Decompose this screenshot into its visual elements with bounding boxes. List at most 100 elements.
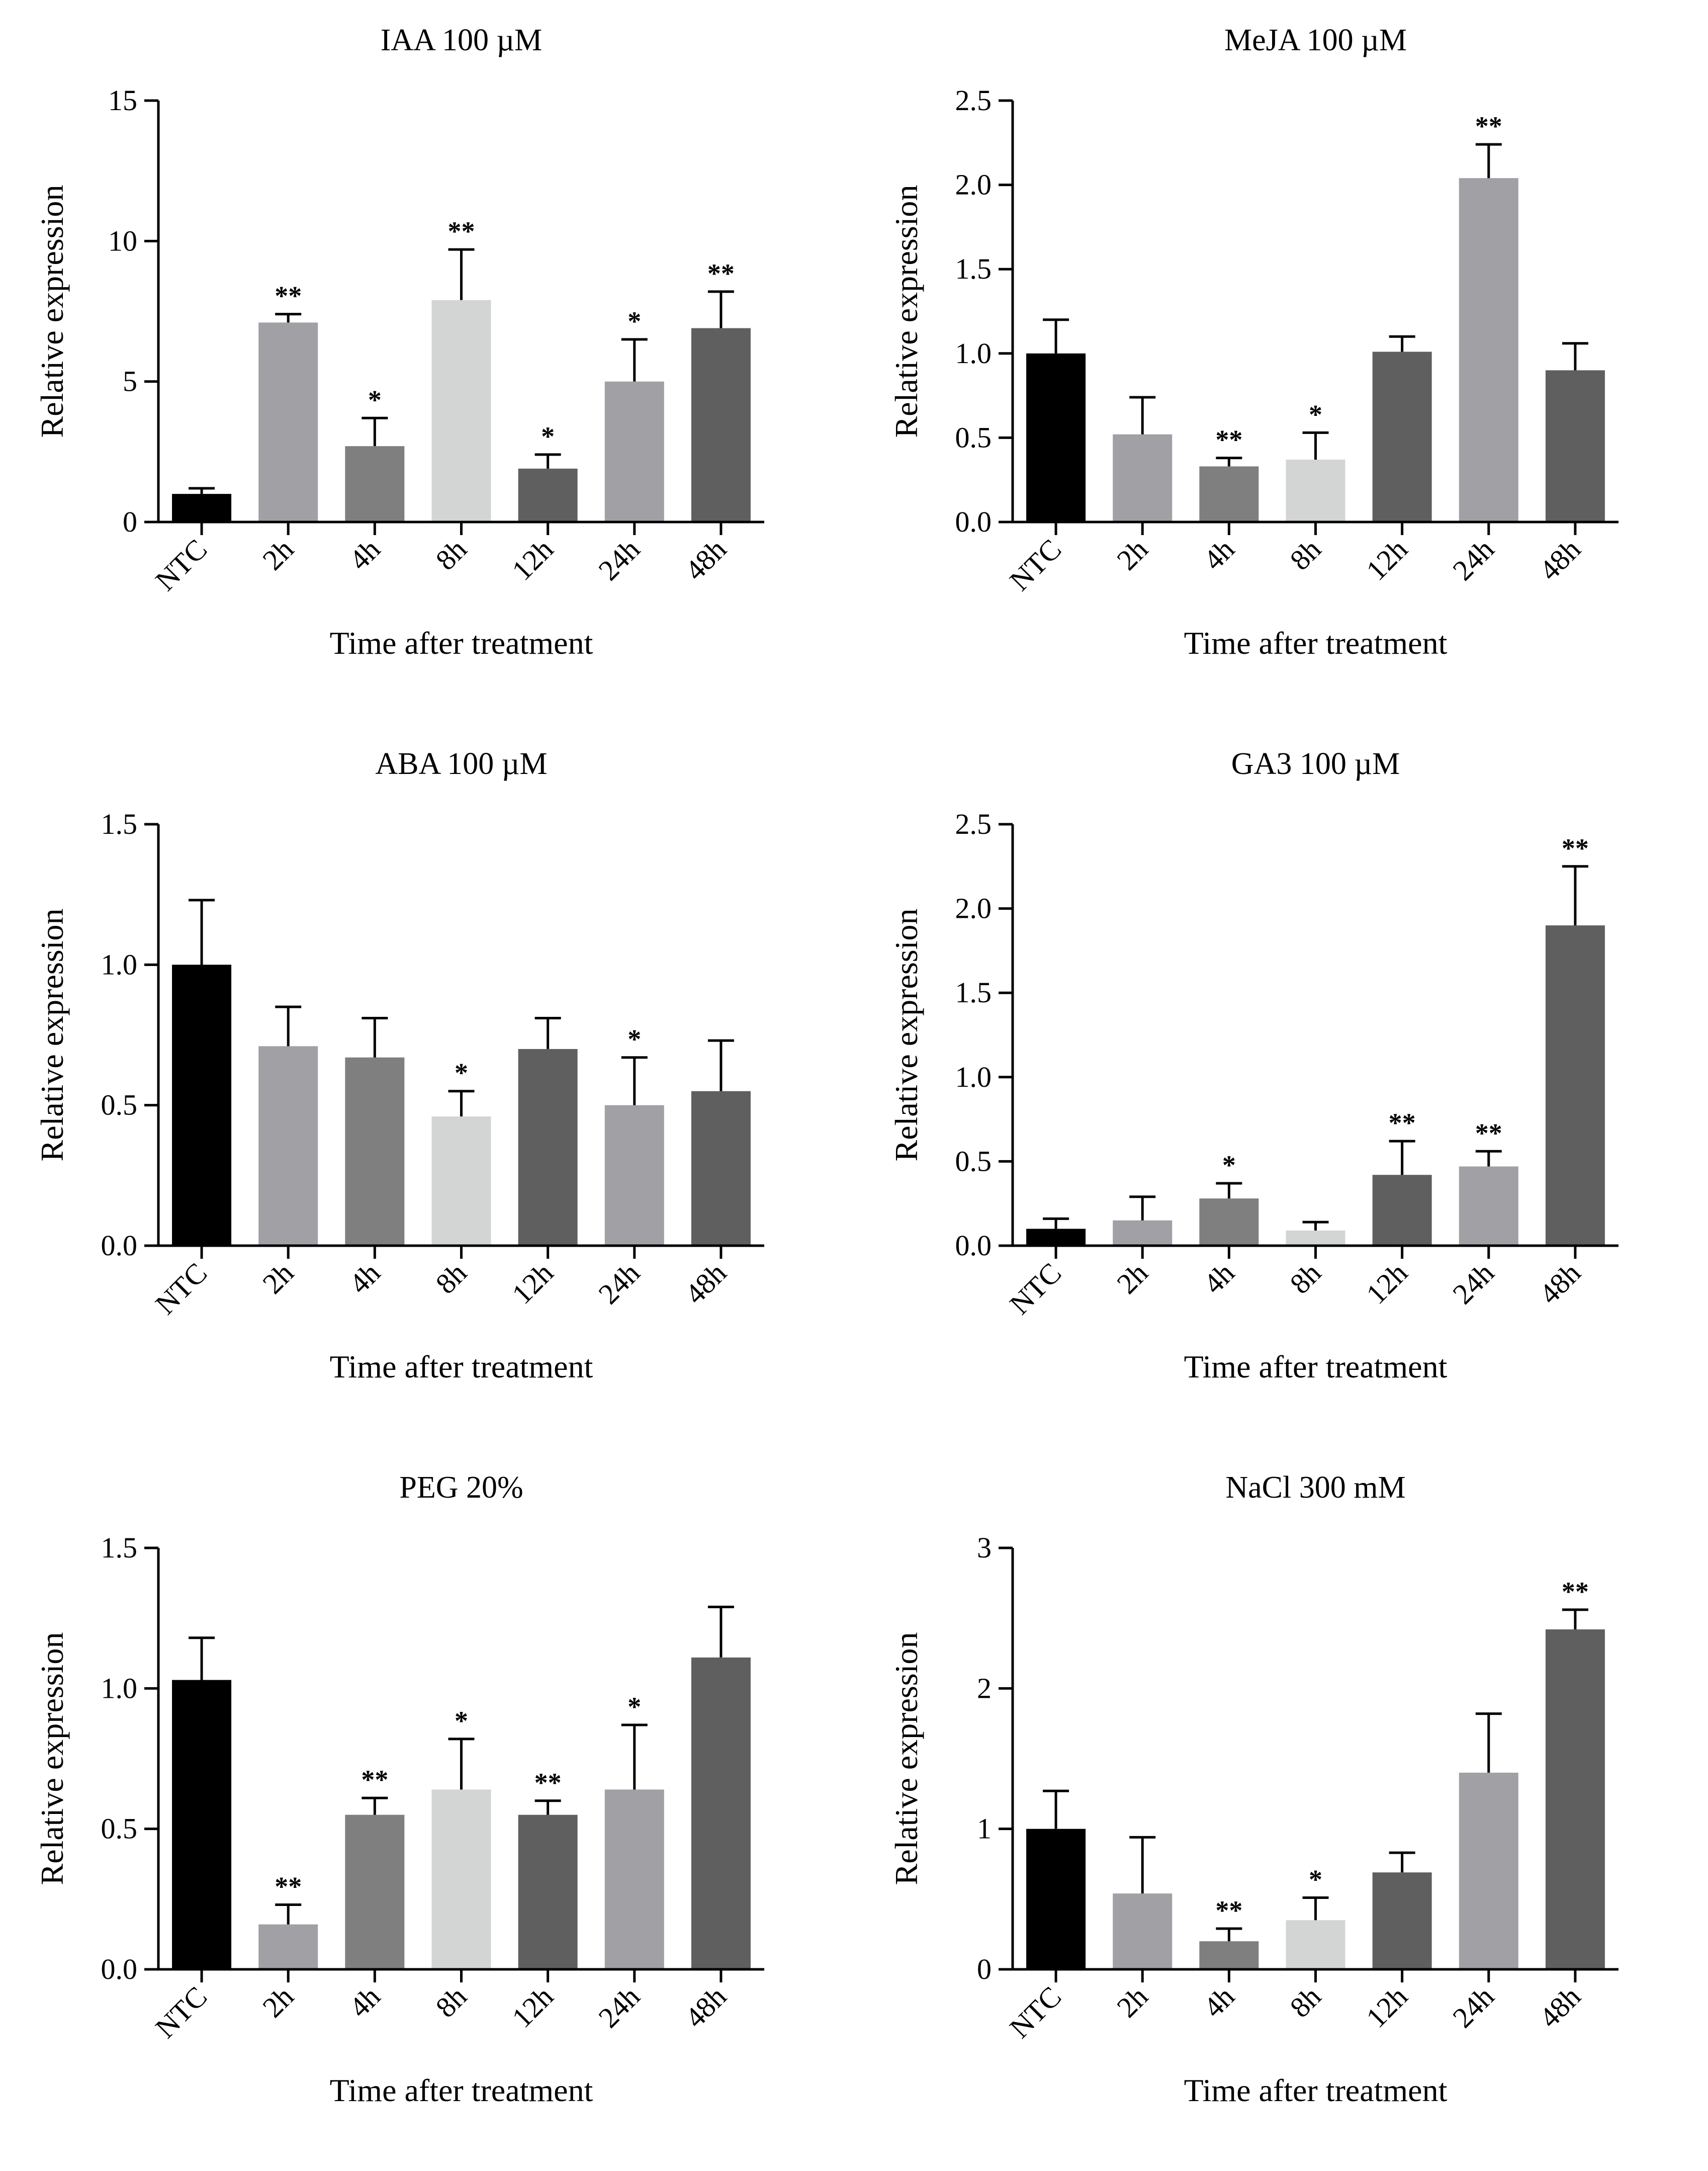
bar-24h xyxy=(1459,178,1518,522)
x-tick-label: 12h xyxy=(1360,533,1413,586)
significance-marker: * xyxy=(1309,1865,1322,1895)
x-tick-label: NTC xyxy=(149,1980,213,2044)
bar-NTC xyxy=(1026,1229,1086,1246)
bar-4h xyxy=(345,1814,405,1969)
y-tick-label: 15 xyxy=(108,84,137,117)
y-tick-label: 0 xyxy=(123,505,137,538)
bar-48h xyxy=(1545,1629,1605,1969)
bar-2h xyxy=(258,1924,318,1969)
y-tick-label: 10 xyxy=(108,224,137,257)
bar-NTC xyxy=(172,1680,232,1969)
x-tick-label: 12h xyxy=(505,1980,559,2034)
x-tick-label: 2h xyxy=(256,533,300,576)
bar-12h xyxy=(1372,352,1432,522)
x-tick-label: 48h xyxy=(1533,1256,1587,1310)
significance-marker: * xyxy=(627,1692,641,1722)
x-tick-label: 2h xyxy=(1110,1256,1154,1300)
x-axis-title: Time after treatment xyxy=(1184,625,1448,661)
x-tick-label: 8h xyxy=(1284,1980,1327,2024)
significance-marker: ** xyxy=(1389,1108,1416,1138)
significance-marker: ** xyxy=(534,1768,562,1798)
x-tick-label: NTC xyxy=(149,533,213,597)
bar-12h xyxy=(518,468,578,522)
y-tick-label: 2.5 xyxy=(955,808,992,840)
y-axis-title: Relative expression xyxy=(34,185,70,438)
chart-title: PEG 20% xyxy=(399,1470,523,1505)
x-tick-label: 2h xyxy=(1110,533,1154,576)
bar-2h xyxy=(1113,1893,1173,1969)
x-tick-label: 2h xyxy=(1110,1980,1154,2024)
significance-marker: ** xyxy=(275,1872,302,1902)
y-tick-label: 1 xyxy=(977,1812,992,1845)
significance-marker: * xyxy=(627,306,641,336)
y-tick-label: 2.5 xyxy=(955,84,992,117)
x-tick-label: 48h xyxy=(679,533,733,586)
significance-marker: * xyxy=(368,385,382,415)
x-tick-label: 8h xyxy=(429,1980,473,2024)
y-tick-label: 1.0 xyxy=(101,948,138,981)
chart-title: GA3 100 µM xyxy=(1231,747,1400,781)
bar-48h xyxy=(691,1657,751,1969)
x-axis-title: Time after treatment xyxy=(1184,2072,1448,2108)
x-tick-label: 8h xyxy=(429,533,473,576)
y-tick-label: 1.0 xyxy=(955,1061,992,1093)
bar-2h xyxy=(1113,434,1173,522)
bar-48h xyxy=(691,1091,751,1246)
y-tick-label: 3 xyxy=(977,1531,992,1564)
significance-marker: * xyxy=(455,1706,468,1736)
bar-2h xyxy=(258,1046,318,1246)
y-tick-label: 1.0 xyxy=(955,337,992,370)
x-tick-label: 12h xyxy=(505,533,559,586)
y-tick-label: 1.0 xyxy=(101,1672,138,1704)
y-tick-label: 0.5 xyxy=(101,1089,138,1121)
bar-NTC xyxy=(1026,353,1086,522)
significance-marker: * xyxy=(1222,1150,1236,1180)
significance-marker: ** xyxy=(1475,111,1502,141)
bar-4h xyxy=(1199,1198,1259,1246)
x-tick-label: 24h xyxy=(1446,1256,1500,1310)
bar-NTC xyxy=(1026,1829,1086,1969)
x-tick-label: 48h xyxy=(679,1256,733,1310)
x-tick-label: 12h xyxy=(1360,1256,1413,1310)
x-tick-label: NTC xyxy=(149,1256,213,1321)
x-tick-label: 4h xyxy=(1197,1980,1241,2024)
bar-4h xyxy=(345,446,405,522)
x-tick-label: 48h xyxy=(679,1980,733,2034)
bar-24h xyxy=(604,381,664,522)
chart-title: MeJA 100 µM xyxy=(1224,23,1407,57)
x-tick-label: 4h xyxy=(1197,1256,1241,1300)
chart-panel-aba: ABA 100 µM * * 0.0 0.5 1.0 1.5 NTC 2h 4h 8h 12h 24h 4… xyxy=(0,724,854,1447)
y-tick-label: 2.0 xyxy=(955,892,992,925)
significance-marker: ** xyxy=(1562,833,1589,863)
y-axis-title: Relative expression xyxy=(888,185,924,438)
chart-panel-iaa: IAA 100 µM ** * ** * * ** 0 5 10 15 NTC 2h 4h 8h 12h 24h… xyxy=(0,0,854,724)
bar-12h xyxy=(1372,1175,1432,1246)
bar-24h xyxy=(1459,1166,1518,1246)
x-tick-label: NTC xyxy=(1003,533,1067,597)
chart-title: NaCl 300 mM xyxy=(1225,1470,1405,1505)
x-tick-label: 24h xyxy=(1446,1980,1500,2034)
significance-marker: ** xyxy=(1215,1895,1242,1926)
chart-panel-ga3: GA3 100 µM * ** ** ** 0.0 0.5 1.0 1.5 2.0 2.5 NTC 2h… xyxy=(854,724,1708,1447)
bar-8h xyxy=(1286,459,1345,522)
y-tick-label: 1.5 xyxy=(955,976,992,1009)
bar-2h xyxy=(258,322,318,522)
significance-marker: * xyxy=(541,421,555,452)
bar-8h xyxy=(1286,1230,1345,1246)
bar-24h xyxy=(604,1105,664,1246)
x-tick-label: 24h xyxy=(592,533,646,586)
y-tick-label: 1.5 xyxy=(101,808,138,840)
y-tick-label: 0.5 xyxy=(955,1145,992,1177)
bar-8h xyxy=(1286,1920,1345,1969)
significance-marker: ** xyxy=(707,258,735,289)
x-axis-title: Time after treatment xyxy=(330,2072,593,2108)
y-axis-title: Relative expression xyxy=(34,1632,70,1885)
y-axis-title: Relative expression xyxy=(888,909,924,1162)
y-tick-label: 0.0 xyxy=(955,505,992,538)
bar-NTC xyxy=(172,494,232,522)
